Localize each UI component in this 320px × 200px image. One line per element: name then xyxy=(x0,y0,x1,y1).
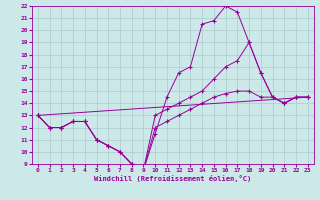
X-axis label: Windchill (Refroidissement éolien,°C): Windchill (Refroidissement éolien,°C) xyxy=(94,175,252,182)
